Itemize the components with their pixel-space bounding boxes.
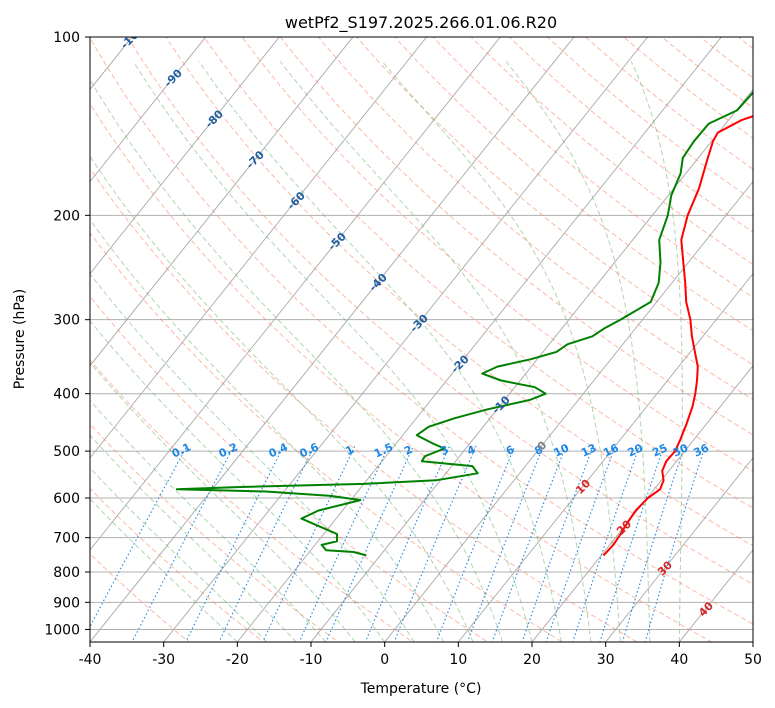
- dry-adiabat: [203, 37, 753, 509]
- y-axis-title: Pressure (hPa): [12, 289, 28, 389]
- mixing-ratio-line: [90, 445, 188, 628]
- mixing-ratio-label: 20: [626, 441, 646, 459]
- y-tick-label: 700: [53, 531, 80, 547]
- isotherm--50: [90, 37, 501, 551]
- moist-adiabat: [90, 467, 268, 642]
- grid-layer: [90, 37, 753, 642]
- y-tick-label: 600: [53, 491, 80, 507]
- y-tick-label: 900: [53, 595, 80, 611]
- moist-adiabat: [90, 399, 327, 642]
- moist-adiabat: [279, 61, 592, 642]
- moist-adiabat: [381, 61, 621, 642]
- mixing-ratio-line: [491, 445, 567, 642]
- mixing-ratio-line: [521, 445, 594, 642]
- mixing-ratio-line: [435, 445, 516, 642]
- y-tick-label: 800: [53, 565, 80, 581]
- x-tick-label: 0: [380, 652, 389, 668]
- moist-adiabat: [198, 61, 562, 642]
- x-tick-label: -40: [79, 652, 102, 668]
- dry-adiabat: [508, 37, 753, 233]
- mixing-ratio-line: [545, 445, 616, 642]
- x-axis-title: Temperature (°C): [360, 681, 482, 697]
- mixing-ratio-line: [131, 445, 235, 642]
- x-tick-label: -20: [226, 652, 249, 668]
- mixing-ratio-line: [644, 445, 706, 642]
- dewpoint-profile: [175, 90, 753, 557]
- dry-adiabat: [279, 37, 753, 436]
- mixing-ratio-label: 10: [552, 441, 572, 459]
- mixing-ratio-line: [466, 445, 544, 642]
- moist-adiabat: [90, 218, 445, 642]
- moist-adiabat: [90, 273, 415, 642]
- dry-adiabat: [394, 37, 753, 332]
- y-tick-label: 400: [53, 387, 80, 403]
- mixing-ratio-label: 13: [579, 441, 598, 459]
- moist-adiabat: [132, 61, 533, 642]
- x-tick-label: 20: [523, 652, 541, 668]
- axis-layer: -40 -30 -20 -10 0 10 20 30 40 50 100 200 300 400 500 60…: [44, 30, 762, 668]
- x-tick-label: 50: [744, 652, 762, 668]
- dry-adiabat: [90, 295, 489, 642]
- x-tick-label: 30: [597, 652, 615, 668]
- mixing-ratio-line: [599, 445, 665, 642]
- dry-adiabat: [546, 37, 753, 201]
- mixing-ratio-line: [572, 445, 641, 642]
- isotherm-10: [457, 272, 753, 642]
- y-tick-label: 200: [53, 208, 80, 224]
- isotherm--40: [90, 37, 575, 642]
- moist-adiabat: [90, 78, 503, 642]
- x-tick-label: 10: [449, 652, 467, 668]
- moist-adiabat: [90, 434, 297, 642]
- dry-adiabat: [127, 37, 753, 585]
- mixing-ratio-label: 36: [692, 441, 712, 459]
- moist-adiabat: [90, 155, 474, 642]
- dry-adiabat: [470, 37, 753, 266]
- plot-frame: [89, 36, 754, 643]
- moist-adiabat: [630, 61, 683, 642]
- isotherm-30: [605, 457, 753, 642]
- moist-adiabat: [90, 320, 386, 642]
- isotherm--60: [90, 37, 428, 459]
- isotherm--20: [236, 37, 722, 642]
- isotherm-0: [384, 180, 753, 642]
- y-tick-label: 300: [53, 313, 80, 329]
- mixing-ratio-label: 25: [650, 441, 669, 459]
- mixing-ratio-line: [393, 445, 477, 642]
- temperature-profile: [602, 115, 753, 557]
- isotherm--70: [90, 37, 354, 367]
- series-layer: [175, 90, 753, 557]
- dry-adiabat: [90, 103, 713, 642]
- x-tick-label: -10: [300, 652, 323, 668]
- y-tick-label: 100: [53, 30, 80, 46]
- mixing-ratio-line: [185, 445, 285, 642]
- y-tick-label: 500: [53, 444, 80, 460]
- x-tick-label: 40: [670, 652, 688, 668]
- dry-adiabat: [90, 487, 265, 642]
- x-tick-label: -30: [152, 652, 175, 668]
- isotherm--80: [90, 37, 280, 275]
- dry-adiabat: [90, 167, 639, 642]
- isotherm--90: [90, 37, 207, 183]
- chart-title: wetPf2_S197.2025.266.01.06.R20: [285, 13, 557, 33]
- isotherm--10: [310, 88, 753, 642]
- y-tick-label: 1000: [44, 622, 80, 638]
- isotherm--30: [163, 37, 649, 642]
- mixing-ratio-label: 16: [601, 441, 621, 459]
- dry-adiabat: [90, 37, 753, 625]
- moist-adiabat: [90, 498, 238, 642]
- mixing-ratio-line: [621, 445, 686, 642]
- mixing-ratio-line: [218, 445, 315, 642]
- dry-adiabat: [355, 37, 753, 366]
- mixing-ratio-label: 30: [671, 441, 691, 459]
- isotherm-20: [531, 365, 753, 642]
- moist-adiabat: [505, 61, 651, 642]
- dry-adiabat: [90, 231, 564, 642]
